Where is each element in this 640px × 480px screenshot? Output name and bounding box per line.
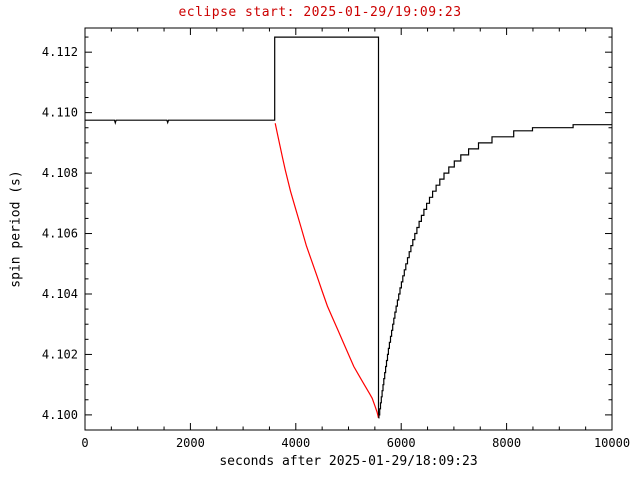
y-tick-label: 4.108: [42, 166, 78, 180]
x-tick-label: 8000: [492, 436, 521, 450]
x-tick-label: 10000: [594, 436, 630, 450]
eclipse-spin-down-red: [274, 123, 380, 419]
chart-title: eclipse start: 2025-01-29/19:09:23: [178, 5, 462, 20]
x-tick-label: 4000: [281, 436, 310, 450]
x-tick-label: 0: [81, 436, 88, 450]
y-tick-label: 4.100: [42, 408, 78, 422]
x-tick-label: 6000: [387, 436, 416, 450]
y-axis: 4.100 4.102 4.104 4.106 4.108 4.110 4.112: [42, 36, 612, 431]
y-axis-label: spin period (s): [8, 170, 24, 288]
pre-eclipse-and-flag-black: [85, 36, 380, 418]
y-tick-label: 4.106: [42, 227, 78, 241]
plot-frame: [84, 27, 613, 431]
x-axis-label: seconds after 2025-01-29/18:09:23: [219, 454, 478, 469]
y-tick-label: 4.112: [42, 45, 78, 59]
x-axis: 0 2000 4000 6000 8000 10000: [81, 28, 630, 450]
x-tick-label: 2000: [176, 436, 205, 450]
y-tick-label: 4.102: [42, 347, 78, 361]
y-tick-label: 4.104: [42, 287, 78, 301]
post-eclipse-recovery-black: [378, 124, 612, 419]
y-tick-label: 4.110: [42, 106, 78, 120]
